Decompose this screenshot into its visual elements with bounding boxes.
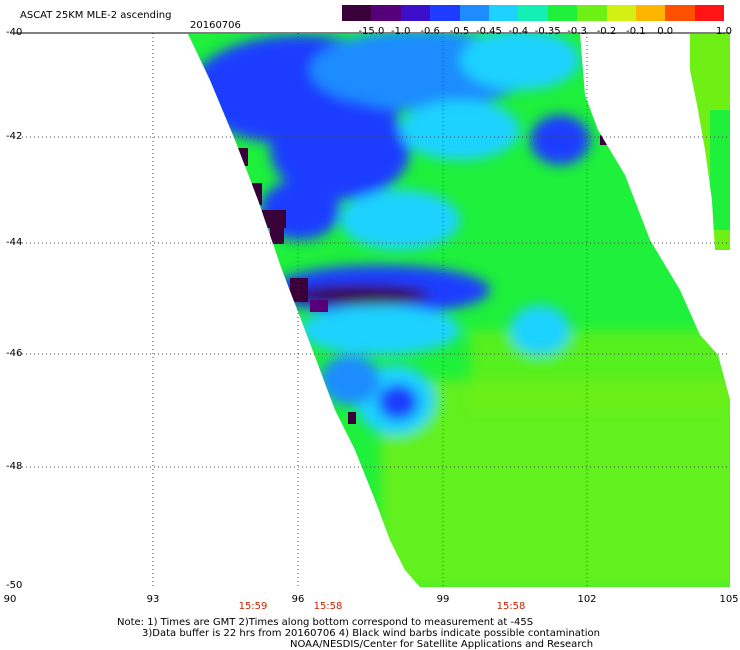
colorbar-segment	[694, 5, 725, 21]
footnote-line-1: Note: 1) Times are GMT 2)Times along bot…	[117, 617, 534, 628]
colorbar-segment	[342, 5, 372, 21]
colorbar-label: -0.4	[508, 26, 529, 37]
colorbar-label: -0.45	[475, 26, 502, 37]
colorbar-segment	[400, 5, 431, 21]
colorbar-segment	[488, 5, 519, 21]
grid-lines	[10, 33, 730, 587]
colorbar-label: -0.3	[567, 26, 587, 37]
footnote-line-3: NOAA/NESDIS/Center for Satellite Applica…	[290, 639, 594, 650]
lon-label: 105	[719, 594, 739, 605]
colorbar-segment	[518, 5, 548, 21]
colorbar-segment	[635, 5, 666, 21]
lat-label: -44	[6, 237, 23, 248]
lat-label: -42	[6, 131, 23, 142]
map-title: ASCAT 25KM MLE-2 ascending	[20, 10, 172, 21]
time-label: 15:59	[238, 601, 268, 612]
colorbar-label: -0.2	[596, 26, 617, 37]
colorbar-label: 1.0	[716, 26, 732, 37]
time-label: 15:58	[313, 601, 343, 612]
map-date: 20160706	[190, 20, 241, 31]
colorbar-label: -1.0	[391, 26, 411, 37]
swath-field	[188, 34, 730, 587]
colorbar-segment	[371, 5, 401, 21]
colorbar-label: -0.5	[449, 26, 470, 37]
footnote-line-2: 3)Data buffer is 22 hrs from 20160706 4)…	[142, 628, 600, 639]
colorbar-segment	[459, 5, 489, 21]
colorbar-segment	[430, 5, 460, 21]
colorbar-segment	[665, 5, 695, 21]
colorbar-segment	[547, 5, 578, 21]
colorbar-label: -0.35	[534, 26, 561, 37]
lon-label: 90	[3, 594, 17, 605]
colorbar-label: -0.1	[626, 26, 646, 37]
lat-label: -48	[6, 461, 23, 472]
lon-label: 93	[146, 594, 160, 605]
lon-label: 102	[577, 594, 597, 605]
colorbar-label: -15.0	[358, 26, 385, 37]
lon-label: 96	[291, 594, 305, 605]
colorbar-segment	[577, 5, 607, 21]
colorbar-segment	[606, 5, 636, 21]
colorbar	[342, 5, 725, 21]
lon-label: 99	[436, 594, 450, 605]
colorbar-label: 0.0	[657, 26, 674, 37]
lat-label: -50	[6, 580, 23, 591]
colorbar-label: -0.6	[420, 26, 440, 37]
swath-strip-east	[690, 34, 730, 250]
lat-label: -46	[6, 348, 23, 359]
lat-label: -40	[6, 27, 23, 38]
time-label: 15:58	[496, 601, 526, 612]
